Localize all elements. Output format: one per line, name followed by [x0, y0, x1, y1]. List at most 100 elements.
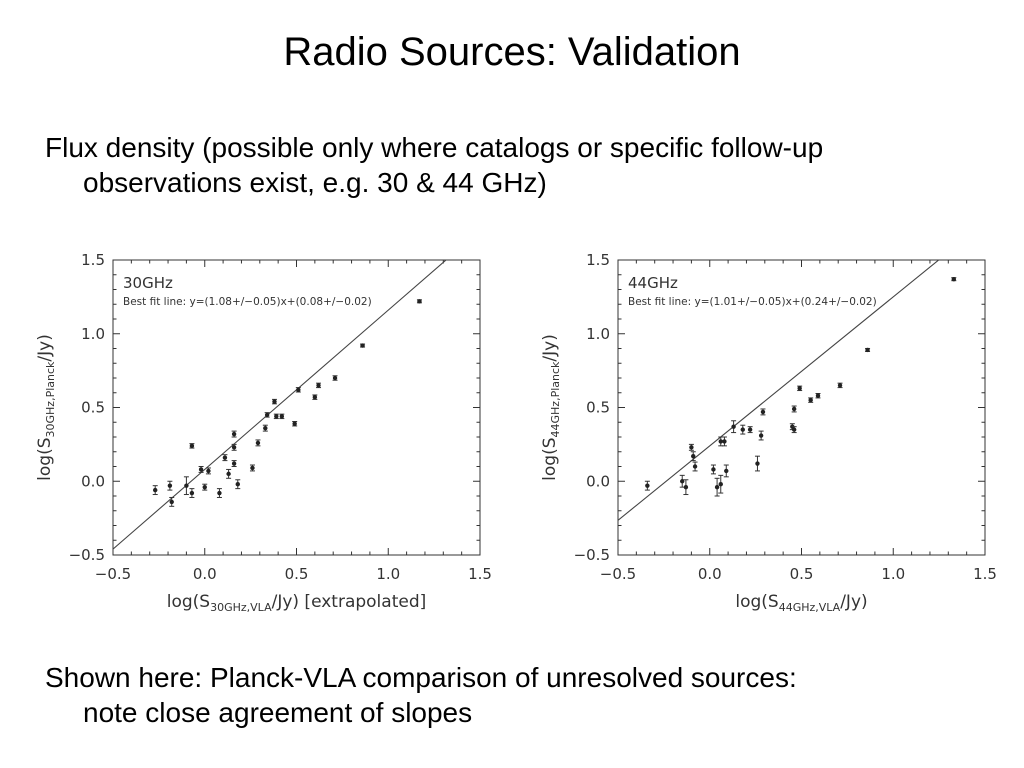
x-axis-label-post: /Jy) [840, 592, 867, 612]
point-marker [689, 445, 694, 450]
data-point [198, 466, 204, 473]
data-point [249, 464, 255, 472]
point-marker [189, 490, 195, 496]
data-point [714, 477, 720, 497]
data-point [231, 430, 237, 438]
fit-label: Best fit line: y=(1.08+/−0.05)x+(0.08+/−… [123, 296, 372, 308]
data-point [189, 443, 195, 449]
point-marker [683, 484, 689, 490]
y-axis-label-sub: 30GHz,Planck [44, 361, 57, 438]
data-point [679, 474, 685, 488]
point-marker [169, 499, 174, 505]
chart-svg: −0.5 0.0 0.5 1.0 1.5 −0.5 0.0 0.5 1.0 1.5 44GHz Bes… [540, 251, 997, 614]
point-marker [865, 347, 870, 353]
y-axis-label: log(S44GHz,Planck/Jy) [540, 334, 562, 481]
point-marker [231, 445, 237, 450]
point-marker [718, 439, 723, 444]
x-tick-label: −0.5 [95, 565, 131, 583]
point-marker [231, 431, 237, 437]
point-marker [226, 471, 231, 477]
y-tick-label: 0.5 [586, 399, 610, 417]
point-marker [255, 440, 261, 446]
data-point [183, 476, 189, 496]
best-fit-line [618, 260, 940, 521]
point-marker [714, 484, 720, 490]
point-marker [718, 482, 723, 487]
bullet-text: Flux density (possible only where catalo… [45, 132, 824, 163]
x-axis-label-sub: 44GHz,VLA [779, 601, 841, 614]
point-marker [235, 482, 240, 487]
point-marker [711, 467, 716, 472]
data-point [758, 430, 764, 441]
y-tick-label: 0.0 [81, 472, 105, 490]
data-point [865, 347, 871, 353]
data-point [815, 392, 821, 399]
point-marker [198, 467, 204, 472]
point-marker [731, 424, 736, 429]
bullet-text-continued: note close agreement of slopes [83, 697, 473, 728]
x-tick-label: 1.0 [881, 565, 905, 583]
point-marker [791, 427, 797, 432]
point-marker [645, 483, 650, 488]
point-marker [231, 461, 237, 466]
data-point [692, 461, 698, 472]
data-point [710, 464, 716, 475]
data-point [205, 467, 211, 475]
panel-label: 30GHz [123, 274, 173, 292]
point-marker [417, 299, 422, 304]
point-marker [217, 490, 222, 496]
x-axis-label-post: /Jy) [extrapolated] [272, 592, 427, 612]
point-marker [316, 383, 321, 388]
slide-title: Radio Sources: Validation [283, 30, 741, 74]
point-marker [272, 399, 277, 404]
point-marker [692, 464, 698, 469]
point-marker [722, 439, 727, 444]
x-axis-label-pre: log(S [167, 592, 210, 612]
data-point [189, 488, 195, 498]
x-tick-label: 1.0 [376, 565, 400, 583]
x-tick-label: −0.5 [600, 565, 636, 583]
data-point [690, 451, 696, 462]
bullet-comparison: Shown here: Planck-VLA comparison of unr… [45, 660, 1005, 730]
point-marker [760, 409, 766, 415]
point-marker [153, 487, 158, 493]
data-point [169, 496, 175, 507]
y-axis-label: log(S30GHz,Planck/Jy) [35, 334, 57, 481]
data-point [167, 480, 173, 491]
x-axis-label-sub: 30GHz,VLA [210, 601, 272, 614]
data-point [791, 405, 797, 413]
data-point [721, 436, 727, 447]
point-marker [755, 461, 760, 466]
data-point [791, 426, 797, 434]
y-tick-label: 1.5 [81, 251, 105, 269]
point-marker [264, 412, 270, 418]
data-point [273, 413, 279, 420]
data-point [808, 397, 814, 403]
point-marker [222, 455, 228, 460]
data-point [262, 424, 268, 432]
data-point [295, 387, 301, 393]
point-marker [815, 393, 821, 398]
data-point [718, 474, 724, 494]
point-marker [292, 421, 297, 426]
point-marker [680, 479, 685, 484]
data-point [951, 276, 957, 282]
data-point [231, 443, 237, 451]
y-axis-label-post: /Jy) [35, 334, 55, 361]
fit-label: Best fit line: y=(1.01+/−0.05)x+(0.24+/−… [628, 296, 877, 308]
point-marker [189, 443, 195, 449]
point-marker [747, 427, 753, 432]
data-point [760, 408, 766, 416]
point-marker [274, 414, 279, 419]
point-marker [758, 433, 764, 438]
x-tick-label: 0.5 [285, 565, 309, 583]
data-point [312, 394, 318, 400]
y-axis-label-sub: 44GHz,Planck [549, 361, 562, 438]
point-marker [808, 397, 813, 403]
data-point [202, 483, 208, 491]
y-axis-label-pre: log(S [540, 437, 560, 480]
point-marker [691, 453, 696, 459]
data-point [316, 382, 322, 389]
y-tick-label: 0.5 [81, 399, 105, 417]
point-marker [250, 465, 255, 471]
